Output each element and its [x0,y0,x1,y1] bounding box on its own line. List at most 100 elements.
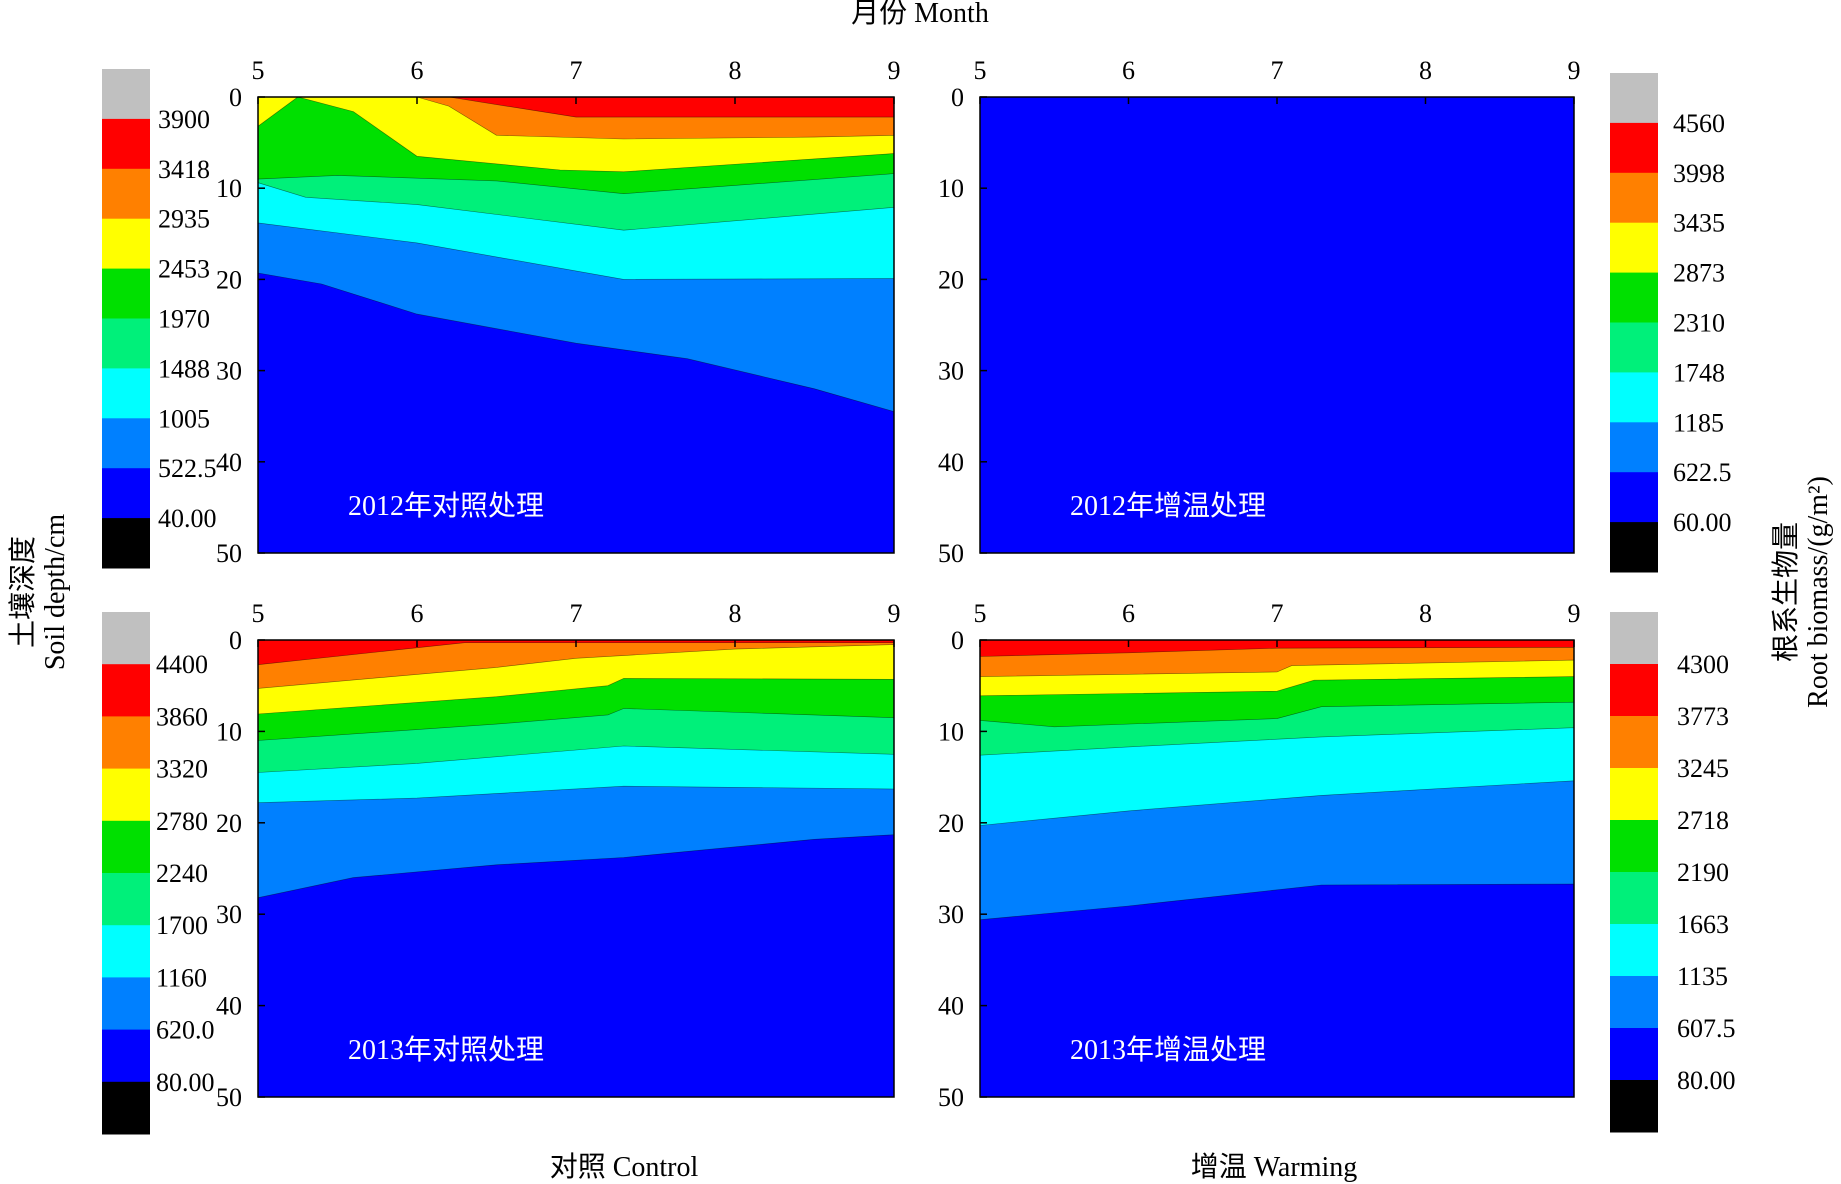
y-tick-label: 20 [216,809,242,838]
colorbar-swatch [102,612,150,665]
colorbar-swatch [102,873,150,926]
y-tick-label: 10 [938,717,964,746]
colorbar-swatch [102,1081,150,1135]
y-tick-label: 10 [216,717,242,746]
x-tick-label: 6 [1122,599,1135,628]
colorbar-level-label: 1700 [156,911,208,940]
colorbar-swatch [1610,1080,1658,1133]
colorbar-swatch [1610,222,1658,274]
panel-title: 2013年对照处理 [348,1034,544,1066]
colorbar-swatch [1610,768,1658,821]
colorbar-swatch [102,977,150,1031]
colorbar-level-label: 4560 [1673,109,1725,138]
colorbar-2012-control: 3900 3418 2935 2453 1970 1488 1005 522.5 40.00 [102,69,217,569]
colorbar-level-label: 3418 [158,155,210,184]
y-tick-label: 50 [938,539,964,568]
x-tick-label: 9 [888,56,901,85]
colorbar-swatch [102,69,150,120]
colorbar-level-label: 2190 [1677,858,1729,887]
colorbar-level-label: 3998 [1673,159,1725,188]
colorbar-swatch [1610,716,1658,769]
x-tick-label: 5 [974,599,987,628]
soil-depth-axis-title: 土壤深度 Soil depth/cm [7,514,71,671]
y-tick-label: 20 [938,809,964,838]
colorbar-level-label: 80.00 [1677,1066,1736,1095]
colorbar-level-label: 607.5 [1677,1014,1736,1043]
colorbar-level-label: 1663 [1677,910,1729,939]
colorbar-level-label: 1135 [1677,962,1728,991]
y-tick-label: 50 [216,539,242,568]
colorbar-level-label: 620.0 [156,1016,215,1045]
contour-band-60.00–622.5 [979,96,1575,554]
root-biomass-label-cn: 根系生物量 [1770,522,1802,662]
panel-2013-control: 5 6 7 8 9 0 10 20 30 40 50 2013年对照处理 [216,599,901,1112]
colorbar-swatch [102,168,150,220]
y-tick-label: 30 [938,357,964,386]
month-axis-title: 月份 Month [851,0,989,29]
x-tick-label: 7 [1271,56,1284,85]
panel-title: 2012年对照处理 [348,490,544,522]
y-tick-label: 10 [938,174,964,203]
y-tick-label: 50 [938,1083,964,1112]
y-tick-label: 40 [216,448,242,477]
colorbar-level-label: 622.5 [1673,458,1732,487]
colorbar-level-label: 1005 [158,404,210,433]
y-tick-label: 20 [938,265,964,294]
x-tick-label: 6 [1122,56,1135,85]
soil-depth-label-cn: 土壤深度 [7,536,39,648]
colorbar-level-label: 3245 [1677,754,1729,783]
x-tick-label: 9 [888,599,901,628]
colorbar-swatch [1610,322,1658,373]
colorbar-level-label: 1488 [158,354,210,383]
panel-2012-warming: 5 6 7 8 9 0 10 20 30 40 50 2012年增温处理 [938,56,1581,568]
y-tick-label: 50 [216,1083,242,1112]
x-tick-label: 7 [570,56,583,85]
colorbar-swatch [102,118,150,170]
colorbar-swatch [1610,172,1658,224]
x-tick-label: 5 [252,56,265,85]
root-biomass-label-en: Root biomass/(g/m²) [1803,476,1834,708]
colorbar-level-label: 2310 [1673,309,1725,338]
control-column-label: 对照 Control [550,1151,699,1183]
colorbar-swatch [1610,472,1658,523]
x-tick-label: 9 [1568,56,1581,85]
colorbar-swatch [102,716,150,770]
colorbar-level-label: 3773 [1677,702,1729,731]
colorbar-level-label: 1185 [1673,408,1724,437]
soil-depth-label-en: Soil depth/cm [40,514,71,671]
colorbar-swatch [1610,872,1658,925]
x-tick-label: 8 [729,599,742,628]
colorbar-2013-warming: 4300 3773 3245 2718 2190 1663 1135 607.5 80.00 [1610,612,1736,1133]
colorbar-level-label: 2240 [156,859,208,888]
y-tick-label: 40 [216,992,242,1021]
x-tick-label: 7 [1271,599,1284,628]
x-tick-label: 6 [411,56,424,85]
colorbar-swatch [1610,1028,1658,1081]
colorbar-swatch [102,468,150,519]
colorbar-swatch [102,418,150,469]
x-tick-label: 6 [411,599,424,628]
y-tick-label: 0 [951,626,964,655]
x-tick-label: 8 [1419,599,1432,628]
colorbar-level-label: 4300 [1677,650,1729,679]
panel-2012-control: 5 6 7 8 9 0 10 20 30 40 50 2012年对照处理 [216,56,901,568]
y-tick-label: 40 [938,992,964,1021]
x-tick-label: 8 [729,56,742,85]
y-tick-label: 30 [216,900,242,929]
y-tick-label: 30 [938,900,964,929]
colorbar-level-label: 40.00 [158,504,217,533]
colorbar-swatch [1610,122,1658,174]
colorbar-swatch [1610,372,1658,423]
colorbar-level-label: 60.00 [1673,508,1732,537]
panel-2013-warming: 5 6 7 8 9 0 10 20 30 40 50 2013年增温处理 [938,599,1581,1112]
colorbar-swatch [102,1029,150,1083]
panel-title: 2012年增温处理 [1070,490,1266,522]
colorbar-swatch [1610,612,1658,665]
colorbar-level-label: 2873 [1673,259,1725,288]
x-tick-label: 7 [570,599,583,628]
colorbar-swatch [102,368,150,419]
y-tick-label: 10 [216,174,242,203]
panel-title: 2013年增温处理 [1070,1034,1266,1066]
colorbar-2013-control: 4400 3860 3320 2780 2240 1700 1160 620.0 80.00 [102,612,215,1135]
